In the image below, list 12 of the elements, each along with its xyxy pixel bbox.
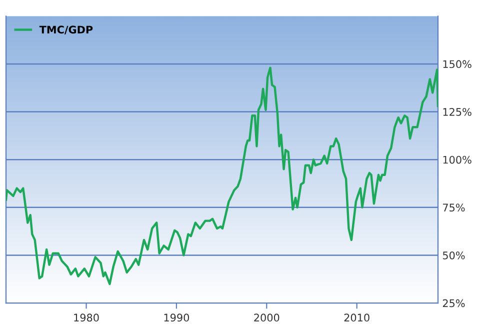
x-tick-label: 1980 (74, 314, 99, 322)
line-series (6, 66, 438, 286)
y-tick-label: 100% (443, 156, 472, 164)
y-tick-label: 75% (443, 204, 465, 212)
x-tick-label: 2010 (344, 314, 370, 322)
y-tick-label: 150% (443, 60, 472, 68)
y-tick-label: 50% (442, 251, 465, 260)
x-tick-label: 2000 (254, 314, 280, 322)
x-tick-label: 1990 (164, 314, 190, 322)
y-tick-label: 125% (443, 108, 472, 116)
y-tick-label: 25% (442, 299, 465, 308)
legend-label: TMC/GDP (39, 26, 93, 34)
